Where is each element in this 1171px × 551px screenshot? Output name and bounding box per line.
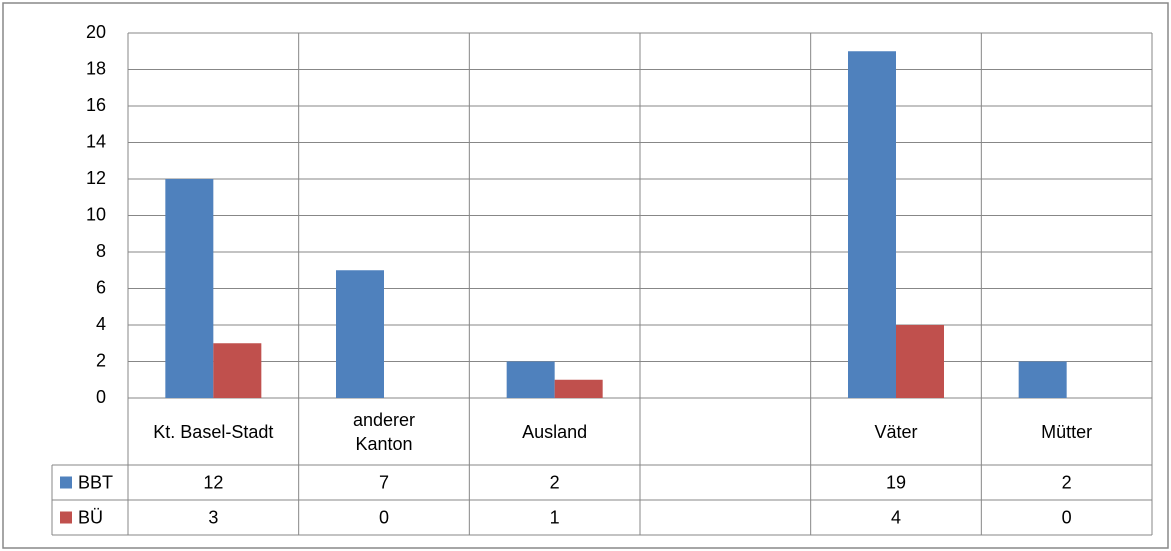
y-tick-label: 6 — [96, 277, 106, 297]
table-value: 3 — [208, 507, 218, 527]
bar — [165, 179, 214, 398]
y-tick-label: 20 — [86, 22, 106, 42]
table-value: 2 — [550, 472, 560, 492]
bar — [506, 361, 555, 398]
y-tick-label: 8 — [96, 241, 106, 261]
x-tick-label: Kt. Basel-Stadt — [153, 421, 274, 442]
bar — [554, 379, 603, 398]
y-tick-label: 16 — [86, 95, 106, 115]
bar — [896, 325, 944, 398]
y-tick-label: 4 — [96, 314, 106, 334]
x-tick-label: Väter — [874, 421, 918, 442]
y-tick-label: 2 — [96, 350, 106, 370]
table-value: 0 — [379, 507, 389, 527]
table-value: 12 — [203, 472, 223, 492]
x-tick-label: anderer Kanton — [352, 409, 415, 454]
table-value: 2 — [1062, 472, 1072, 492]
bar — [336, 270, 384, 398]
legend-swatch — [60, 511, 72, 524]
bar — [848, 51, 896, 398]
table-value: 0 — [1062, 507, 1072, 527]
legend-label: BBT — [78, 472, 113, 492]
table-value: 7 — [379, 472, 389, 492]
bar — [213, 343, 262, 398]
y-tick-label: 14 — [86, 131, 106, 151]
x-tick-label: Ausland — [522, 421, 588, 442]
table-value: 4 — [891, 507, 901, 527]
bar — [1018, 361, 1067, 398]
legend-label: BÜ — [78, 507, 103, 527]
x-tick-label: Mütter — [1041, 421, 1093, 442]
y-tick-label: 0 — [96, 387, 106, 407]
table-value: 1 — [550, 507, 560, 527]
legend-swatch — [60, 476, 72, 489]
y-tick-label: 18 — [86, 58, 106, 78]
y-tick-label: 10 — [86, 204, 106, 224]
y-tick-label: 12 — [86, 168, 106, 188]
table-value: 19 — [886, 472, 906, 492]
